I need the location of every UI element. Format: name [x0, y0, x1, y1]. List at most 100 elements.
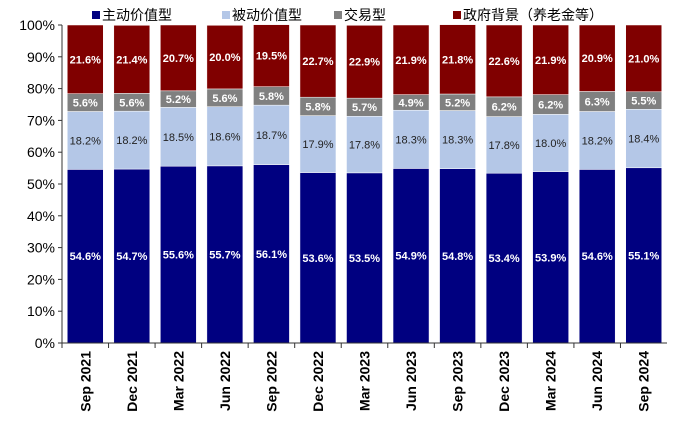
legend-label: 被动价值型	[232, 7, 302, 23]
legend-swatch	[222, 11, 230, 19]
data-label: 18.7%	[256, 130, 287, 142]
y-tick-label: 80%	[27, 81, 55, 97]
data-label: 18.6%	[209, 131, 240, 143]
bar-segment	[392, 24, 430, 95]
x-axis: Sep 2021 Dec 2021 Mar 2022 Jun 2022 Sep 2022…	[61, 342, 667, 412]
bar-segment	[485, 172, 523, 344]
data-label: 4.9%	[398, 97, 423, 109]
bar-segment	[485, 24, 523, 98]
data-label: 22.6%	[489, 56, 520, 68]
bar-segment	[532, 114, 569, 172]
data-label: 21.8%	[442, 54, 473, 66]
data-label: 54.6%	[70, 251, 101, 263]
bar-segment	[578, 111, 616, 170]
data-label: 18.3%	[442, 135, 473, 147]
bar-segment	[299, 115, 337, 173]
bar-segment	[299, 172, 337, 344]
data-label: 55.6%	[163, 250, 194, 262]
data-label: 5.6%	[73, 98, 98, 110]
data-label: 21.9%	[535, 55, 566, 67]
bar-segment	[67, 24, 104, 94]
bar-segment	[206, 25, 244, 90]
bar-segment	[532, 24, 569, 95]
legend-label: 主动价值型	[102, 7, 172, 23]
data-label: 54.7%	[116, 251, 147, 263]
x-tick-label: Jun 2022	[217, 351, 233, 411]
legend-label: 政府背景（养老金等）	[463, 7, 603, 23]
bar-segment	[485, 116, 523, 174]
y-tick-label: 50%	[27, 176, 55, 192]
bar-segment	[160, 24, 197, 92]
data-label: 56.1%	[256, 249, 287, 261]
data-label: 18.3%	[395, 134, 426, 146]
data-label: 53.4%	[489, 253, 520, 265]
data-label: 6.2%	[538, 100, 563, 112]
bar-segment	[625, 167, 662, 344]
data-label: 6.3%	[585, 96, 610, 108]
bar-segment	[392, 109, 430, 169]
bar-segment	[625, 109, 662, 169]
x-tick-label: Mar 2024	[543, 351, 559, 411]
y-tick-label: 90%	[27, 49, 55, 65]
data-label: 22.7%	[302, 56, 333, 68]
bar-segment	[253, 24, 290, 87]
bar-segment	[578, 24, 616, 92]
data-label: 55.1%	[628, 250, 659, 262]
data-label: 21.0%	[628, 53, 659, 65]
legend-swatch	[92, 11, 100, 19]
bar-segment	[253, 164, 290, 344]
x-tick-label: Sep 2021	[77, 351, 93, 412]
bar-segment	[206, 165, 244, 344]
data-label: 21.9%	[395, 55, 426, 67]
legend-label: 交易型	[344, 7, 386, 23]
y-tick-label: 100%	[19, 17, 55, 33]
bar-segment	[439, 24, 476, 95]
data-label: 5.5%	[631, 96, 656, 108]
bar-segment	[439, 168, 476, 344]
y-tick-label: 20%	[27, 271, 55, 287]
data-label: 17.9%	[302, 139, 333, 151]
x-tick-label: Sep 2022	[263, 351, 279, 412]
bar-segment	[346, 116, 383, 174]
data-label: 21.6%	[70, 54, 101, 66]
bar-segment	[160, 107, 197, 167]
x-tick-label: Dec 2021	[124, 351, 140, 412]
bar-segment	[578, 169, 616, 344]
data-label: 5.8%	[259, 91, 284, 103]
y-tick-label: 40%	[27, 208, 55, 224]
legend-swatch	[334, 11, 342, 19]
bar-segment	[346, 25, 383, 99]
data-label: 18.2%	[70, 135, 101, 147]
bar-segment	[160, 165, 197, 344]
bars: 54.6% 18.2% 5.6% 21.6% 54.7% 18.2% 5.6% 21.4% 55…	[67, 24, 662, 344]
legend-swatch	[453, 11, 461, 19]
data-label: 20.7%	[163, 53, 194, 65]
data-label: 21.4%	[116, 54, 147, 66]
data-label: 5.7%	[352, 102, 377, 114]
data-label: 5.8%	[305, 101, 330, 113]
x-tick-label: Sep 2023	[450, 351, 466, 412]
x-tick-label: Dec 2023	[496, 351, 512, 412]
bar-segment	[113, 110, 151, 170]
y-tick-label: 0%	[35, 335, 55, 351]
x-tick-label: Mar 2023	[357, 351, 373, 411]
data-label: 18.4%	[628, 134, 659, 146]
data-label: 54.9%	[395, 251, 426, 263]
data-label: 53.6%	[302, 253, 333, 265]
data-label: 55.7%	[209, 249, 240, 261]
y-tick-label: 10%	[27, 303, 55, 319]
data-label: 19.5%	[256, 51, 287, 63]
data-label: 17.8%	[489, 140, 520, 152]
x-tick-label: Jun 2023	[403, 351, 419, 411]
data-label: 17.8%	[349, 140, 380, 152]
x-tick-label: Sep 2024	[636, 351, 652, 412]
data-label: 18.0%	[535, 138, 566, 150]
data-label: 18.2%	[582, 135, 613, 147]
x-tick-label: Jun 2024	[589, 351, 605, 411]
bar-segment	[532, 171, 569, 344]
bar-segment	[392, 168, 430, 344]
data-label: 54.8%	[442, 251, 473, 263]
data-label: 20.0%	[209, 52, 240, 64]
data-label: 18.5%	[163, 132, 194, 144]
